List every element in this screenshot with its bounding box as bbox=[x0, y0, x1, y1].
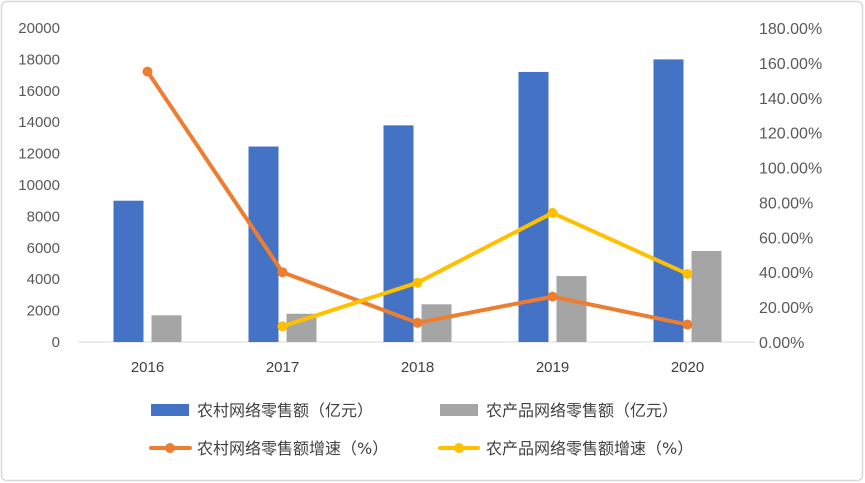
bar-agri-retail-2016[interactable] bbox=[151, 315, 182, 342]
point-agri-growth-2017[interactable] bbox=[277, 321, 288, 332]
y-left-tick-label: 14000 bbox=[18, 114, 60, 131]
bar-rural-retail-2016[interactable] bbox=[113, 200, 144, 342]
y-left-tick-label: 10000 bbox=[18, 177, 60, 194]
y-right-tick-label: 40.00% bbox=[759, 265, 813, 282]
y-left-tick-label: 12000 bbox=[18, 146, 60, 163]
point-agri-growth-2020[interactable] bbox=[682, 268, 693, 279]
y-right-tick-label: 180.00% bbox=[759, 21, 822, 38]
legend-swatch-agri-retail bbox=[440, 404, 478, 416]
y-left-tick-label: 16000 bbox=[18, 83, 60, 100]
bar-agri-retail-2020[interactable] bbox=[691, 250, 722, 342]
bar-rural-retail-2020[interactable] bbox=[653, 59, 684, 343]
point-rural-growth-2018[interactable] bbox=[412, 317, 423, 328]
x-category-label: 2019 bbox=[536, 359, 569, 376]
legend-item-rural-growth[interactable]: 农村网络零售额增速（%） bbox=[149, 439, 388, 458]
legend-marker-agri-growth bbox=[454, 443, 464, 453]
y-right-tick-label: 0.00% bbox=[759, 335, 804, 352]
bar-agri-retail-2019[interactable] bbox=[556, 276, 587, 342]
legend-label-agri-retail: 农产品网络零售额（亿元） bbox=[486, 401, 678, 420]
legend-item-agri-retail[interactable]: 农产品网络零售额（亿元） bbox=[440, 401, 678, 420]
line-markers bbox=[142, 66, 693, 332]
y-left-tick-label: 2000 bbox=[27, 303, 60, 320]
point-agri-growth-2019[interactable] bbox=[547, 207, 558, 218]
legend-swatch-rural-retail bbox=[151, 404, 189, 416]
y-left-tick-label: 6000 bbox=[27, 240, 60, 257]
y-right-tick-label: 160.00% bbox=[759, 56, 822, 73]
point-rural-growth-2019[interactable] bbox=[547, 291, 558, 302]
legend-item-agri-growth[interactable]: 农产品网络零售额增速（%） bbox=[438, 439, 693, 458]
y-right-tick-label: 20.00% bbox=[759, 300, 813, 317]
point-rural-growth-2017[interactable] bbox=[277, 267, 288, 278]
y-right-tick-label: 100.00% bbox=[759, 161, 822, 178]
point-agri-growth-2018[interactable] bbox=[412, 277, 423, 288]
x-category-label: 2020 bbox=[671, 359, 704, 376]
x-category-label: 2017 bbox=[266, 359, 299, 376]
legend-label-agri-growth: 农产品网络零售额增速（%） bbox=[486, 439, 693, 458]
line-agri-growth[interactable] bbox=[280, 210, 690, 329]
y-left-tick-label: 20000 bbox=[18, 20, 60, 37]
legend-label-rural-retail: 农村网络零售额（亿元） bbox=[197, 401, 373, 420]
legend-label-rural-growth: 农村网络零售额增速（%） bbox=[197, 439, 388, 458]
y-right-tick-label: 60.00% bbox=[759, 230, 813, 247]
y-left-tick-label: 0 bbox=[52, 334, 60, 351]
bar-rural-retail-2018[interactable] bbox=[383, 125, 414, 342]
x-category-label: 2018 bbox=[401, 359, 434, 376]
point-rural-growth-2020[interactable] bbox=[682, 319, 693, 330]
legend-item-rural-retail[interactable]: 农村网络零售额（亿元） bbox=[151, 401, 373, 420]
x-category-label: 2016 bbox=[131, 359, 164, 376]
y-left-tick-label: 18000 bbox=[18, 51, 60, 68]
y-right-tick-label: 80.00% bbox=[759, 195, 813, 212]
y-left-tick-label: 4000 bbox=[27, 271, 60, 288]
bar-agri-retail-2018[interactable] bbox=[421, 304, 452, 342]
y-left-tick-label: 8000 bbox=[27, 208, 60, 225]
axes: 0 2000 4000 6000 8000 10000 12000 14000 16000 180… bbox=[18, 20, 822, 376]
y-right-tick-label: 140.00% bbox=[759, 91, 822, 108]
y-right-tick-label: 120.00% bbox=[759, 126, 822, 143]
legend: 农村网络零售额（亿元） 农产品网络零售额（亿元） 农村网络零售额增速（%） 农产… bbox=[149, 401, 693, 458]
legend-marker-rural-growth bbox=[165, 443, 175, 453]
point-rural-growth-2016[interactable] bbox=[142, 66, 153, 77]
